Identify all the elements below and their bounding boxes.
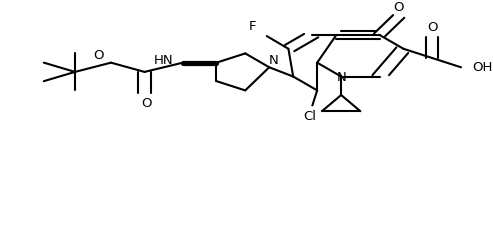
Text: O: O: [393, 1, 404, 14]
Text: Cl: Cl: [304, 110, 317, 124]
Text: O: O: [141, 97, 152, 110]
Text: N: N: [336, 71, 346, 84]
Text: O: O: [94, 49, 104, 62]
Text: OH: OH: [472, 61, 493, 74]
Text: O: O: [427, 22, 437, 34]
Text: F: F: [248, 20, 256, 33]
Text: HN: HN: [154, 54, 174, 67]
Text: N: N: [269, 54, 279, 67]
